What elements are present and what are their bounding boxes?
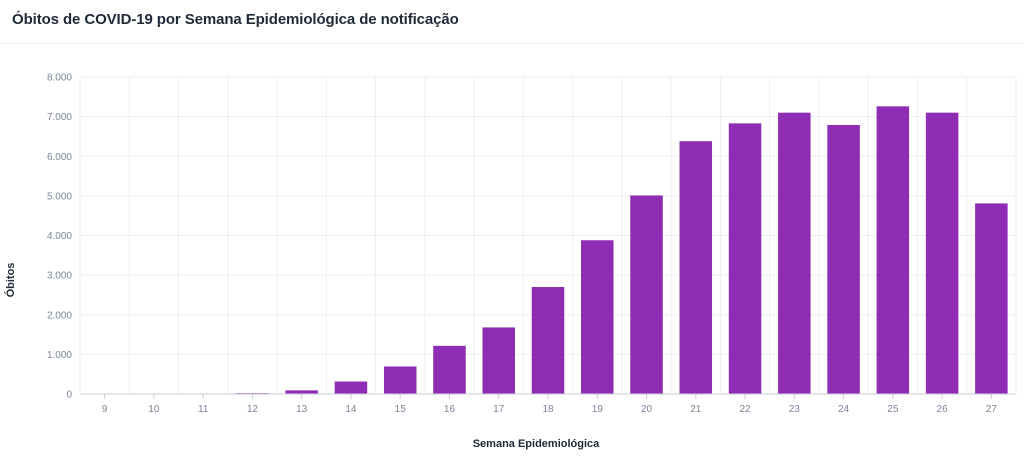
x-tick-label: 17 (493, 404, 505, 415)
x-tick-label: 11 (198, 404, 209, 415)
x-axis-title: Semana Epidemiológica (473, 438, 600, 450)
bar (925, 112, 959, 394)
y-tick-label: 4.000 (47, 231, 72, 242)
grid-lines (79, 76, 1017, 394)
x-tick-label: 16 (444, 404, 456, 415)
bar (581, 240, 614, 394)
bars (137, 106, 1008, 394)
y-tick-label: 0 (66, 390, 72, 401)
x-tick-label: 21 (690, 404, 702, 415)
x-tick-label: 25 (887, 404, 899, 415)
x-tick-label: 26 (937, 404, 949, 415)
x-tick-label: 12 (247, 404, 259, 415)
x-tick-label: 18 (542, 404, 554, 415)
bar (482, 327, 515, 394)
chart-header: Óbitos de COVID-19 por Semana Epidemioló… (0, 0, 1024, 44)
x-tick-label: 13 (296, 404, 308, 415)
x-tick-label: 27 (986, 404, 998, 415)
bar (334, 381, 368, 394)
x-tick-label: 14 (345, 404, 357, 415)
bar (679, 141, 713, 394)
bar (433, 345, 466, 394)
y-tick-label: 2.000 (47, 310, 72, 321)
x-tick-label: 23 (789, 404, 801, 415)
y-tick-label: 3.000 (47, 271, 72, 282)
y-tick-label: 1.000 (47, 350, 72, 361)
chart-title: Óbitos de COVID-19 por Semana Epidemioló… (12, 11, 459, 28)
bar (778, 112, 811, 394)
bar (827, 124, 860, 394)
x-tick-label: 22 (739, 404, 751, 415)
bar (876, 106, 910, 394)
x-tick-label: 19 (592, 404, 604, 415)
x-tick-label: 15 (395, 404, 407, 415)
y-tick-label: 8.000 (47, 73, 72, 84)
x-tick-label: 24 (838, 404, 850, 415)
bar (728, 123, 762, 394)
y-tick-label: 5.000 (47, 191, 72, 202)
y-axis-title: Óbitos (4, 263, 17, 298)
y-tick-label: 7.000 (47, 112, 72, 123)
y-tick-label: 6.000 (47, 152, 72, 163)
x-tick-label: 20 (641, 404, 653, 415)
bar-chart: 0 1.000 2.000 3.000 4.000 5.000 6.000 7.000 8.00… (4, 73, 1017, 450)
bar (975, 203, 1008, 394)
x-tick-label: 10 (148, 404, 160, 415)
bar (630, 195, 663, 394)
bar (285, 390, 318, 394)
bar (383, 366, 417, 394)
axes: 0 1.000 2.000 3.000 4.000 5.000 6.000 7.000 8.00… (47, 73, 1016, 415)
x-tick-label: 9 (102, 404, 108, 415)
bar (531, 287, 565, 394)
